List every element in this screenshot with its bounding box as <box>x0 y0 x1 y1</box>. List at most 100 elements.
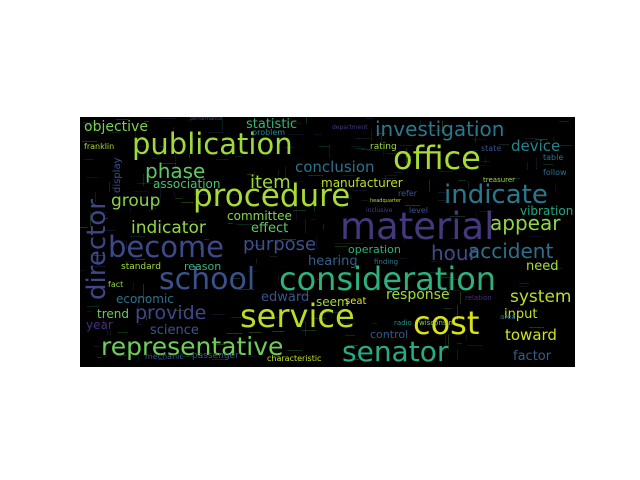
filler-dash: ‒‒‒‒ <box>438 198 449 203</box>
filler-dash: ‒‒‒‒‒‒ <box>239 287 255 292</box>
filler-dash: ‒‒‒‒‒‒ <box>237 222 253 227</box>
filler-dash: ‒‒‒‒‒‒ <box>133 189 149 194</box>
word-factor: factor <box>513 349 552 364</box>
filler-dash: ‒‒ <box>253 258 259 264</box>
filler-dash: ‒‒‒‒‒‒ <box>409 292 425 297</box>
filler-dash: ‒‒ <box>148 208 154 213</box>
filler-dash: ‒‒‒‒ <box>345 333 356 338</box>
word-fact: fact <box>108 280 124 289</box>
filler-dash: ‒‒ <box>197 240 203 245</box>
filler-dash: ‒‒‒‒‒ <box>174 308 187 313</box>
filler-dash: ‒‒‒‒‒‒ <box>82 139 98 144</box>
word-table: table <box>543 153 564 162</box>
filler-dash: ‒‒‒ <box>458 276 466 281</box>
filler-dash: ‒‒ <box>451 236 457 241</box>
word-consideration: consideration <box>279 260 497 298</box>
filler-dash: ‒‒‒‒‒‒ <box>286 121 302 126</box>
filler-dash: ‒‒‒‒ <box>553 182 559 194</box>
filler-dash: ‒‒‒‒‒ <box>87 304 100 309</box>
filler-dash: ‒‒‒‒ <box>304 117 310 125</box>
filler-dash: ‒‒‒‒‒ <box>426 179 432 193</box>
filler-dash: ‒‒ <box>97 355 103 360</box>
word-accident: accident <box>468 239 554 263</box>
filler-dash: ‒‒‒‒ <box>105 228 116 233</box>
filler-dash: ‒‒ <box>422 286 428 291</box>
filler-dash: ‒‒‒‒‒‒ <box>301 328 317 333</box>
filler-dash: ‒‒‒‒‒‒ <box>529 325 545 330</box>
filler-dash: ‒‒‒‒‒ <box>171 351 184 356</box>
filler-dash: ‒‒ <box>372 321 378 326</box>
filler-dash: ‒‒‒ <box>112 130 120 135</box>
filler-dash: ‒‒‒ <box>463 157 471 162</box>
filler-dash: ‒‒‒ <box>405 154 413 159</box>
filler-dash: ‒‒‒‒ <box>118 330 129 335</box>
filler-dash: ‒‒‒‒‒ <box>335 244 348 249</box>
word-control: control <box>370 328 409 341</box>
filler-dash: ‒‒‒ <box>335 192 343 197</box>
filler-dash: ‒‒‒‒‒‒ <box>161 161 177 166</box>
filler-dash: ‒‒‒ <box>247 172 255 177</box>
word-inclusive: inclusive <box>366 207 393 214</box>
filler-dash: ‒‒‒ <box>317 187 325 192</box>
filler-dash: ‒‒‒‒‒‒ <box>324 310 340 315</box>
filler-dash: ‒‒‒ <box>412 295 420 300</box>
filler-dash: ‒‒‒ <box>201 192 209 197</box>
filler-dash: ‒‒ <box>433 323 439 328</box>
word-system: system <box>510 287 572 307</box>
word-objective: objective <box>84 119 148 135</box>
filler-dash: ‒‒‒‒‒ <box>549 266 562 271</box>
word-toward: toward <box>505 326 557 344</box>
filler-dash: ‒‒‒‒‒ <box>525 136 538 141</box>
filler-dash: ‒‒‒‒ <box>94 253 105 258</box>
filler-dash: ‒‒ <box>431 259 437 264</box>
filler-dash: ‒‒‒‒‒ <box>209 203 222 208</box>
filler-dash: ‒‒‒‒‒ <box>459 165 472 170</box>
word-radio: radio <box>394 319 412 327</box>
filler-dash: ‒‒‒‒ <box>348 343 359 348</box>
filler-dash: ‒‒‒‒ <box>135 257 146 262</box>
filler-dash: ‒‒‒ <box>458 285 466 290</box>
filler-dash: ‒‒ <box>144 119 150 124</box>
word-purpose: purpose <box>243 234 317 255</box>
filler-dash: ‒‒‒‒‒‒ <box>208 130 224 135</box>
filler-dash: ‒‒‒‒‒ <box>368 128 374 142</box>
filler-dash: ‒‒‒‒‒ <box>181 200 194 205</box>
filler-dash: ‒‒ <box>87 157 93 162</box>
word-state: state <box>481 144 502 153</box>
word-vibration: vibration <box>520 204 574 218</box>
filler-dash: ‒‒‒‒ <box>86 123 97 128</box>
filler-dash: ‒‒‒‒‒ <box>384 280 397 285</box>
filler-dash: ‒‒‒ <box>211 179 219 184</box>
filler-dash: ‒‒‒‒‒‒ <box>405 203 421 208</box>
filler-dash: ‒‒‒‒‒‒ <box>288 132 304 137</box>
filler-dash: ‒‒‒‒‒ <box>297 293 310 298</box>
filler-dash: ‒‒‒‒ <box>230 276 241 281</box>
filler-dash: ‒‒‒ <box>137 181 145 186</box>
filler-dash: ‒‒‒‒‒‒ <box>227 331 243 336</box>
filler-dash: ‒‒‒‒‒‒ <box>479 209 495 214</box>
word-finding: finding <box>374 258 399 266</box>
word-standard: standard <box>121 262 161 272</box>
filler-dash: ‒‒‒ <box>345 196 353 201</box>
filler-dash: ‒‒ <box>152 156 158 161</box>
filler-dash: ‒‒‒‒‒ <box>385 173 398 178</box>
filler-dash: ‒‒‒‒‒ <box>86 175 99 180</box>
word-publication: publication <box>132 127 293 161</box>
word-hearing: hearing <box>308 254 358 269</box>
word-material: material <box>340 205 495 248</box>
filler-dash: ‒‒‒ <box>175 196 183 201</box>
filler-dash: ‒‒ <box>137 322 143 327</box>
word-hour: hour <box>431 241 477 265</box>
word-mechanic: mechanic <box>145 352 184 361</box>
filler-dash: ‒‒‒ <box>540 261 548 266</box>
filler-dash: ‒‒‒ <box>395 170 403 175</box>
filler-dash: ‒‒‒‒‒ <box>212 357 225 362</box>
filler-dash: ‒‒ <box>457 341 463 346</box>
filler-dash: ‒‒‒ <box>361 198 369 203</box>
filler-dash: ‒‒‒ <box>430 270 438 275</box>
word-relation: relation <box>465 294 492 302</box>
filler-dash: ‒‒‒ <box>158 357 166 362</box>
filler-dash: ‒‒‒ <box>378 131 386 136</box>
filler-dash: ‒‒‒ <box>540 300 548 305</box>
filler-dash: ‒‒‒‒ <box>559 119 570 124</box>
